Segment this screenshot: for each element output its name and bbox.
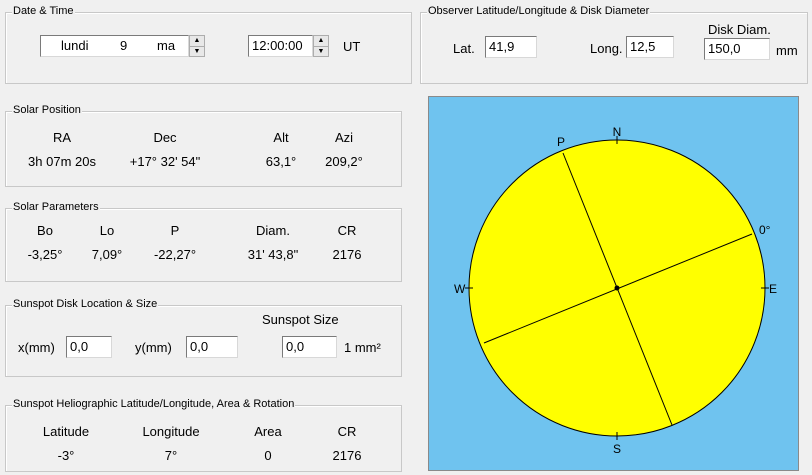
- column-value: 7,09°: [92, 247, 123, 263]
- disk-unit: mm: [776, 43, 798, 59]
- column-value: 63,1°: [266, 154, 297, 170]
- app-window: Date & Time lundi 9 ma ▲▼ 12:00:00 ▲▼ UT…: [0, 0, 812, 475]
- column-header: CR: [338, 223, 357, 239]
- size-unit: 1 mm²: [344, 340, 381, 356]
- column-value: 7°: [165, 448, 177, 464]
- day: 9: [120, 38, 127, 54]
- x-label: x(mm): [18, 340, 55, 356]
- west-label: W: [454, 282, 466, 296]
- disk-field[interactable]: 150,0: [704, 38, 770, 60]
- column-value: 0: [264, 448, 271, 464]
- x: 0,0: [70, 339, 88, 355]
- column-value: 2176: [333, 247, 362, 263]
- y-field[interactable]: 0,0: [186, 336, 238, 358]
- column-header: Lo: [100, 223, 114, 239]
- east-label: E: [769, 282, 777, 296]
- column-value: 3h 07m 20s: [28, 154, 96, 170]
- time-spinner[interactable]: ▲▼: [313, 35, 329, 57]
- group-title: Solar Position: [12, 104, 82, 116]
- column-header: RA: [53, 130, 71, 146]
- long-field[interactable]: 12,5: [626, 36, 674, 58]
- column-header: Area: [254, 424, 281, 440]
- column-value: +17° 32' 54": [130, 154, 201, 170]
- column-value: -3°: [58, 448, 75, 464]
- column-header: P: [171, 223, 180, 239]
- time: 12:00:00: [252, 38, 303, 54]
- group-title: Date & Time: [12, 5, 75, 17]
- disk-view: N S W E P 0°: [428, 96, 800, 472]
- column-header: Dec: [153, 130, 176, 146]
- y-label: y(mm): [135, 340, 172, 356]
- column-value: 2176: [333, 448, 362, 464]
- column-value: -22,27°: [154, 247, 196, 263]
- column-header: Longitude: [142, 424, 199, 440]
- lat-field[interactable]: 41,9: [485, 36, 537, 58]
- lat: 41,9: [489, 39, 514, 55]
- time-unit: UT: [343, 39, 360, 55]
- column-header: Diam.: [256, 223, 290, 239]
- column-value: 31' 43,8": [248, 247, 298, 263]
- column-value: 209,2°: [325, 154, 363, 170]
- long-label: Long.: [590, 41, 623, 57]
- disk-center: [615, 286, 620, 291]
- day-name: lundi: [61, 38, 88, 54]
- zero-label: 0°: [759, 223, 771, 237]
- column-header: Alt: [273, 130, 288, 146]
- y: 0,0: [190, 339, 208, 355]
- group-title: Sunspot Heliographic Latitude/Longitude,…: [12, 398, 295, 410]
- disk-label: Disk Diam.: [708, 22, 771, 38]
- group-title: Sunspot Disk Location & Size: [12, 298, 158, 310]
- size-label: Sunspot Size: [262, 312, 339, 328]
- column-header: Bo: [37, 223, 53, 239]
- size: 0,0: [286, 339, 304, 355]
- lat-label: Lat.: [453, 41, 475, 57]
- month: ma: [157, 38, 175, 54]
- column-header: CR: [338, 424, 357, 440]
- column-header: Azi: [335, 130, 353, 146]
- group-title: Observer Latitude/Longitude & Disk Diame…: [427, 5, 650, 17]
- south-label: S: [613, 442, 621, 456]
- size-field[interactable]: 0,0: [282, 336, 337, 358]
- disk: 150,0: [708, 41, 741, 57]
- group-title: Solar Parameters: [12, 201, 100, 213]
- date-field[interactable]: lundi 9 ma: [40, 35, 189, 57]
- solar-parameters-group: Solar Parameters: [5, 208, 402, 282]
- date-spinner[interactable]: ▲▼: [189, 35, 205, 57]
- north-label: N: [613, 125, 622, 139]
- long: 12,5: [630, 39, 655, 55]
- x-field[interactable]: 0,0: [66, 336, 112, 358]
- pole-label: P: [557, 135, 565, 149]
- column-value: -3,25°: [28, 247, 63, 263]
- time-field[interactable]: 12:00:00: [248, 35, 313, 57]
- column-header: Latitude: [43, 424, 89, 440]
- solar-position-group: Solar Position: [5, 111, 402, 187]
